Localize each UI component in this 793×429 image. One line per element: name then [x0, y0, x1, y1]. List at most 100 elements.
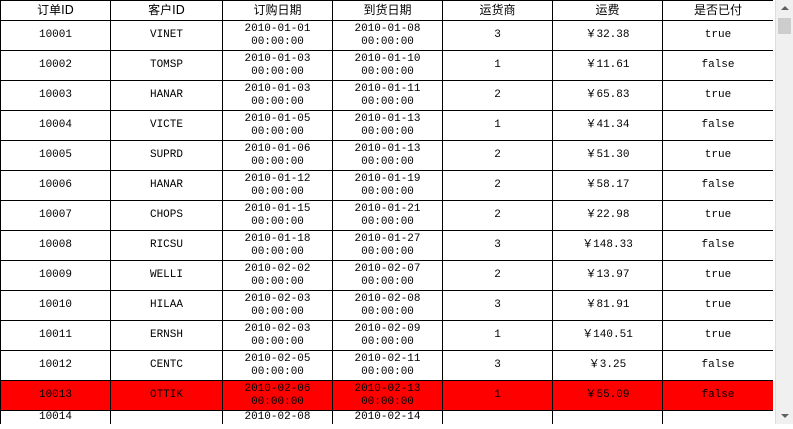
table-cell: 2: [442, 80, 553, 111]
table-row[interactable]: 10004 VICTE 2010-01-05 00:00:00 2010-01-13 …: [0, 110, 773, 141]
up-arrow-icon: [781, 6, 789, 10]
table-cell: ￥3.25: [552, 350, 663, 381]
column-header[interactable]: 运费: [552, 0, 663, 21]
table-row[interactable]: 10014 2010-02-08 2010-02-14: [0, 410, 773, 424]
table-cell: 2010-01-12 00:00:00: [222, 170, 333, 201]
table-cell: true: [662, 20, 773, 51]
table-cell: 2010-02-05 00:00:00: [222, 350, 333, 381]
table-cell: 2010-02-03 00:00:00: [222, 290, 333, 321]
table-cell: VINET: [110, 20, 223, 51]
table-cell: 2010-01-08 00:00:00: [332, 20, 443, 51]
table-cell: 1: [442, 50, 553, 81]
table-cell: 2010-02-13 00:00:00: [332, 380, 443, 411]
table-cell: 2010-01-03 00:00:00: [222, 80, 333, 111]
table-cell: 10011: [0, 320, 111, 351]
table-cell: WELLI: [110, 260, 223, 291]
table-cell: 2010-01-10 00:00:00: [332, 50, 443, 81]
column-header[interactable]: 订购日期: [222, 0, 333, 21]
table-cell: 3: [442, 230, 553, 261]
table-cell: [552, 410, 663, 424]
table-cell: 2: [442, 170, 553, 201]
table-row[interactable]: 10009 WELLI 2010-02-02 00:00:00 2010-02-07 …: [0, 260, 773, 291]
table-cell: ￥13.97: [552, 260, 663, 291]
table-cell: TOMSP: [110, 50, 223, 81]
table-row[interactable]: 10001 VINET 2010-01-01 00:00:00 2010-01-08 …: [0, 20, 773, 51]
orders-table: 订单ID 客户ID 订购日期 到货日期 运货商 运费 是否已付 10001 VINET 2010…: [0, 0, 773, 424]
table-cell: 10013: [0, 380, 111, 411]
table-cell: 2010-01-01 00:00:00: [222, 20, 333, 51]
table-row[interactable]: 10005 SUPRD 2010-01-06 00:00:00 2010-01-13 …: [0, 140, 773, 171]
column-header[interactable]: 运货商: [442, 0, 553, 21]
table-row[interactable]: 10007 CHOPS 2010-01-15 00:00:00 2010-01-21 …: [0, 200, 773, 231]
table-cell: ￥65.83: [552, 80, 663, 111]
table-cell: 2010-02-02 00:00:00: [222, 260, 333, 291]
table-cell: 2: [442, 200, 553, 231]
scrollbar[interactable]: [775, 0, 793, 424]
table-cell: 2010-02-07 00:00:00: [332, 260, 443, 291]
table-cell: 2010-02-03 00:00:00: [222, 320, 333, 351]
table-body: 10001 VINET 2010-01-01 00:00:00 2010-01-08 …: [0, 20, 773, 424]
table-cell: 2: [442, 140, 553, 171]
table-cell: 2: [442, 260, 553, 291]
table-cell: ￥55.09: [552, 380, 663, 411]
table-cell: true: [662, 260, 773, 291]
table-cell: [110, 410, 223, 424]
column-header[interactable]: 订单ID: [0, 0, 111, 21]
table-row[interactable]: 10010 HILAA 2010-02-03 00:00:00 2010-02-08 …: [0, 290, 773, 321]
scroll-down[interactable]: [776, 407, 793, 424]
table-cell: false: [662, 350, 773, 381]
table-row[interactable]: 10008 RICSU 2010-01-18 00:00:00 2010-01-27 …: [0, 230, 773, 261]
table-cell: 10005: [0, 140, 111, 171]
table-cell: 10006: [0, 170, 111, 201]
table-cell: 10010: [0, 290, 111, 321]
table-cell: 2010-01-18 00:00:00: [222, 230, 333, 261]
table-cell: ￥11.61: [552, 50, 663, 81]
column-header[interactable]: 到货日期: [332, 0, 443, 21]
table-cell: ￥81.91: [552, 290, 663, 321]
table-cell: 2010-02-08: [222, 410, 333, 424]
scroll-up[interactable]: [776, 0, 793, 17]
table-cell: 2010-01-13 00:00:00: [332, 110, 443, 141]
data-grid: 订单ID 客户ID 订购日期 到货日期 运货商 运费 是否已付 10001 VINET 2010…: [0, 0, 773, 424]
table-row[interactable]: 10011 ERNSH 2010-02-03 00:00:00 2010-02-09 …: [0, 320, 773, 351]
table-cell: OTTIK: [110, 380, 223, 411]
table-cell: 2010-01-13 00:00:00: [332, 140, 443, 171]
table-cell: true: [662, 140, 773, 171]
table-row[interactable]: 10006 HANAR 2010-01-12 00:00:00 2010-01-19 …: [0, 170, 773, 201]
table-cell: ￥58.17: [552, 170, 663, 201]
table-cell: SUPRD: [110, 140, 223, 171]
table-cell: ￥51.30: [552, 140, 663, 171]
table-cell: 3: [442, 290, 553, 321]
table-cell: 10012: [0, 350, 111, 381]
scroll-thumb[interactable]: [778, 18, 791, 34]
table-cell: true: [662, 80, 773, 111]
table-cell: 10007: [0, 200, 111, 231]
table-cell: 1: [442, 380, 553, 411]
table-cell: 2010-01-05 00:00:00: [222, 110, 333, 141]
table-row[interactable]: 10012 CENTC 2010-02-05 00:00:00 2010-02-11 …: [0, 350, 773, 381]
table-row[interactable]: 10002 TOMSP 2010-01-03 00:00:00 2010-01-10 …: [0, 50, 773, 81]
table-cell: false: [662, 380, 773, 411]
column-header[interactable]: 客户ID: [110, 0, 223, 21]
table-cell: 3: [442, 20, 553, 51]
table-cell: 2010-01-15 00:00:00: [222, 200, 333, 231]
table-row[interactable]: 10003 HANAR 2010-01-03 00:00:00 2010-01-11 …: [0, 80, 773, 111]
column-header[interactable]: 是否已付: [662, 0, 773, 21]
table-cell: 10001: [0, 20, 111, 51]
table-cell: ￥22.98: [552, 200, 663, 231]
table-cell: CENTC: [110, 350, 223, 381]
table-row[interactable]: 10013 OTTIK 2010-02-06 00:00:00 2010-02-13 …: [0, 380, 773, 411]
table-cell: 1: [442, 110, 553, 141]
table-cell: 1: [442, 320, 553, 351]
table-cell: HANAR: [110, 170, 223, 201]
table-cell: 10002: [0, 50, 111, 81]
table-cell: CHOPS: [110, 200, 223, 231]
table-cell: 2010-02-06 00:00:00: [222, 380, 333, 411]
table-cell: true: [662, 320, 773, 351]
table-cell: HANAR: [110, 80, 223, 111]
table-cell: 2010-01-27 00:00:00: [332, 230, 443, 261]
table-cell: 2010-01-21 00:00:00: [332, 200, 443, 231]
table-cell: 10004: [0, 110, 111, 141]
table-cell: ￥32.38: [552, 20, 663, 51]
